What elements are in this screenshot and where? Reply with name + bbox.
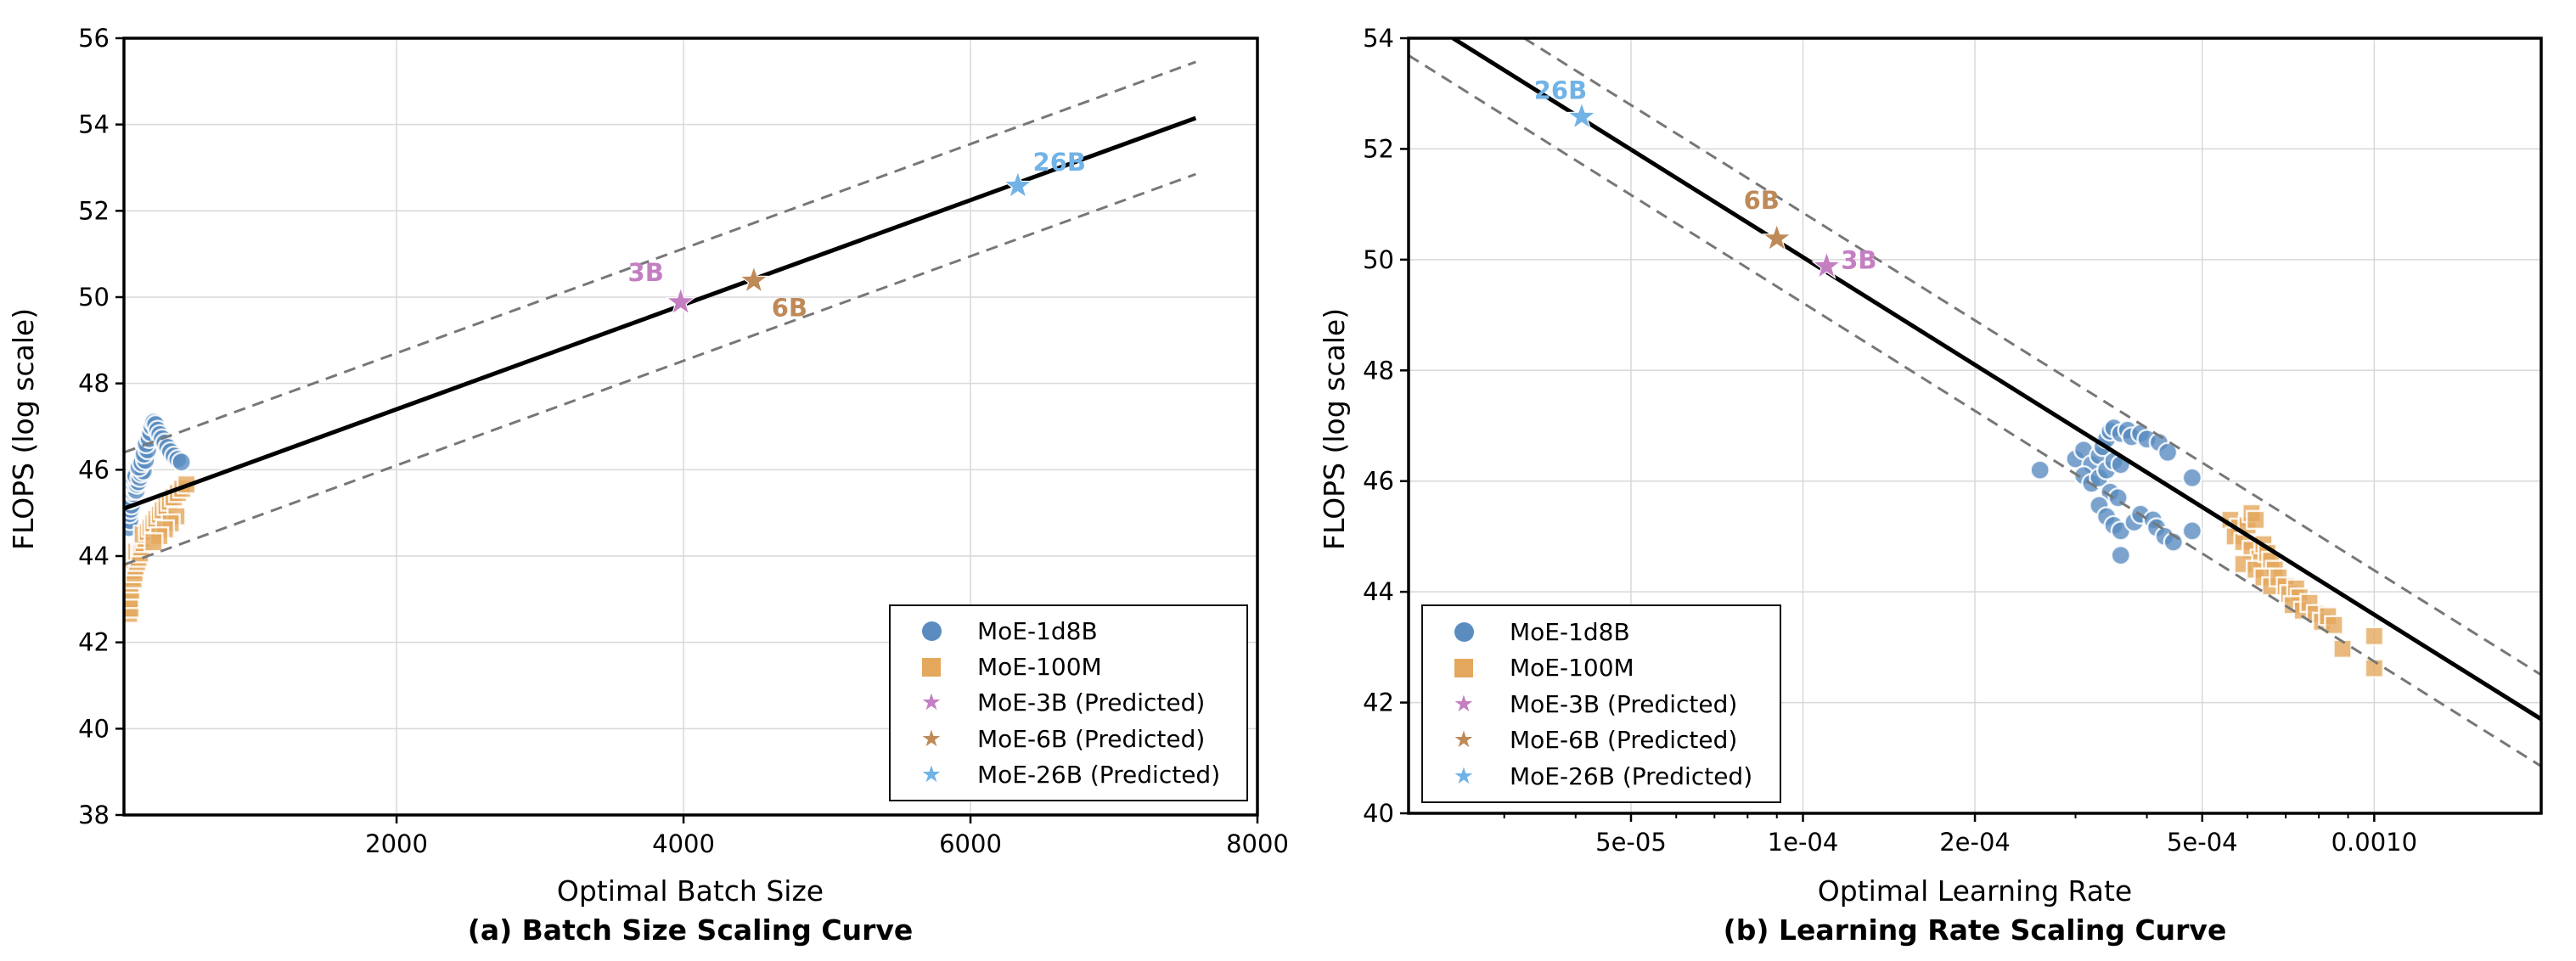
svg-text:56: 56: [78, 24, 110, 53]
svg-text:6B: 6B: [772, 294, 807, 323]
legend-item: MoE-100M: [899, 649, 1238, 684]
star-marker-icon: ★: [920, 725, 942, 752]
svg-text:54: 54: [1363, 24, 1394, 53]
svg-text:50: 50: [78, 283, 110, 312]
svg-text:50: 50: [1363, 245, 1394, 274]
square-marker-icon: [1431, 658, 1496, 677]
svg-text:48: 48: [78, 369, 110, 398]
legend-left: MoE-1d8B MoE-100M ★ MoE-3B (Predicted) ★…: [889, 604, 1248, 801]
legend-item-label: MoE-100M: [1510, 654, 1634, 682]
svg-text:52: 52: [78, 196, 110, 225]
legend-item-label: MoE-6B (Predicted): [977, 724, 1206, 753]
svg-text:42: 42: [1363, 688, 1394, 717]
svg-text:5e-05: 5e-05: [1595, 828, 1667, 857]
legend-item-label: MoE-1d8B: [977, 617, 1098, 646]
svg-text:26B: 26B: [1534, 76, 1587, 105]
legend-item-label: MoE-26B (Predicted): [1510, 761, 1753, 790]
legend-right: MoE-1d8B MoE-100M ★ MoE-3B (Predicted) ★…: [1421, 604, 1781, 803]
svg-text:46: 46: [1363, 467, 1394, 496]
circle-marker-icon: [899, 621, 964, 642]
legend-item: ★ MoE-6B (Predicted): [899, 722, 1238, 756]
y-axis-label-left: FLOPS (log scale): [7, 307, 40, 550]
legend-item-label: MoE-3B (Predicted): [1510, 689, 1738, 718]
star-marker-icon: ★: [1453, 690, 1475, 717]
svg-text:0.0010: 0.0010: [2331, 828, 2417, 857]
y-axis-label-right: FLOPS (log scale): [1318, 307, 1351, 550]
svg-text:42: 42: [78, 628, 110, 657]
svg-text:40: 40: [1363, 799, 1394, 828]
svg-text:1e-04: 1e-04: [1768, 828, 1839, 857]
svg-text:3B: 3B: [1841, 246, 1876, 275]
legend-item: ★ MoE-3B (Predicted): [899, 685, 1238, 720]
legend-item-label: MoE-3B (Predicted): [977, 688, 1206, 717]
svg-text:2000: 2000: [365, 829, 428, 858]
circle-marker-icon: [1431, 621, 1496, 642]
svg-text:3B: 3B: [628, 258, 664, 287]
square-marker-icon: [899, 657, 964, 677]
legend-item-label: MoE-100M: [977, 653, 1102, 682]
x-axis-label-left: Optimal Batch Size: [556, 874, 824, 908]
legend-item-label: MoE-1d8B: [1510, 617, 1630, 646]
legend-item: ★ MoE-26B (Predicted): [899, 757, 1238, 792]
star-marker-icon: ★: [920, 689, 942, 717]
x-axis-label-right: Optimal Learning Rate: [1817, 874, 2133, 908]
svg-text:4000: 4000: [652, 829, 715, 858]
legend-item: ★ MoE-3B (Predicted): [1431, 687, 1771, 722]
svg-text:38: 38: [78, 801, 110, 829]
caption-left: (a) Batch Size Scaling Curve: [467, 913, 914, 947]
svg-text:5e-04: 5e-04: [2167, 828, 2238, 857]
svg-text:8000: 8000: [1226, 829, 1289, 858]
star-marker-icon: ★: [1453, 727, 1475, 753]
star-marker-icon: ★: [1453, 762, 1475, 790]
caption-right: (b) Learning Rate Scaling Curve: [1723, 913, 2227, 947]
legend-item: MoE-1d8B: [899, 614, 1238, 649]
legend-item: ★ MoE-6B (Predicted): [1431, 722, 1771, 757]
star-marker-icon: ★: [920, 761, 942, 788]
svg-text:6B: 6B: [1744, 186, 1780, 215]
svg-text:52: 52: [1363, 134, 1394, 163]
svg-text:6000: 6000: [939, 829, 1002, 858]
svg-text:40: 40: [78, 714, 110, 743]
legend-item-label: MoE-26B (Predicted): [977, 760, 1221, 789]
svg-text:26B: 26B: [1033, 148, 1086, 177]
svg-text:48: 48: [1363, 356, 1394, 385]
svg-text:46: 46: [78, 455, 110, 484]
legend-item: MoE-100M: [1431, 650, 1771, 685]
svg-text:2e-04: 2e-04: [1939, 828, 2011, 857]
svg-text:44: 44: [78, 542, 110, 570]
legend-item: MoE-1d8B: [1431, 615, 1771, 649]
legend-item-label: MoE-6B (Predicted): [1510, 726, 1738, 754]
legend-item: ★ MoE-26B (Predicted): [1431, 759, 1771, 794]
svg-text:44: 44: [1363, 577, 1394, 606]
svg-text:54: 54: [78, 110, 110, 139]
